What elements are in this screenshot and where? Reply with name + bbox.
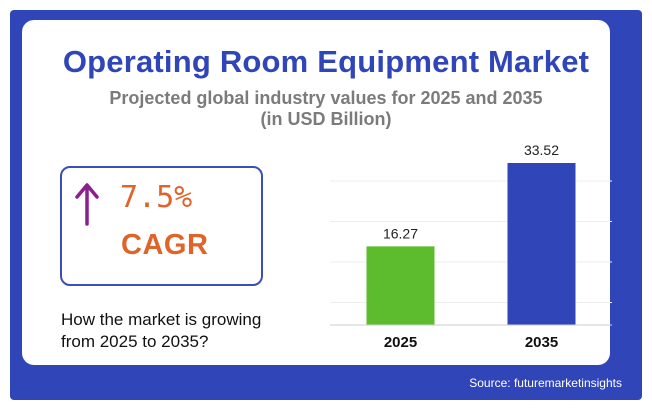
growth-question-line-2: from 2025 to 2035?: [61, 332, 209, 351]
bar-2025: [366, 246, 435, 325]
page-subtitle: Projected global industry values for 202…: [0, 88, 652, 130]
bar-2035: [507, 163, 576, 325]
growth-question: How the market is growing from 2025 to 2…: [61, 309, 301, 353]
cagr-label: CAGR: [121, 229, 209, 261]
cagr-box: [60, 166, 263, 286]
growth-question-line-1: How the market is growing: [61, 310, 262, 329]
bar-value-label-2025: 16.27: [383, 225, 418, 241]
cagr-value: 7.5%: [120, 180, 193, 215]
category-label-2035: 2035: [525, 334, 558, 351]
arrow-up-icon: [75, 183, 99, 226]
bar-value-label-2035: 33.52: [524, 142, 559, 158]
category-label-2025: 2025: [384, 334, 417, 351]
page-title: Operating Room Equipment Market: [62, 44, 590, 79]
subtitle-line-2: (in USD Billion): [260, 109, 392, 129]
subtitle-line-1: Projected global industry values for 202…: [109, 88, 543, 108]
source-credit: Source: futuremarketinsights: [469, 376, 622, 390]
